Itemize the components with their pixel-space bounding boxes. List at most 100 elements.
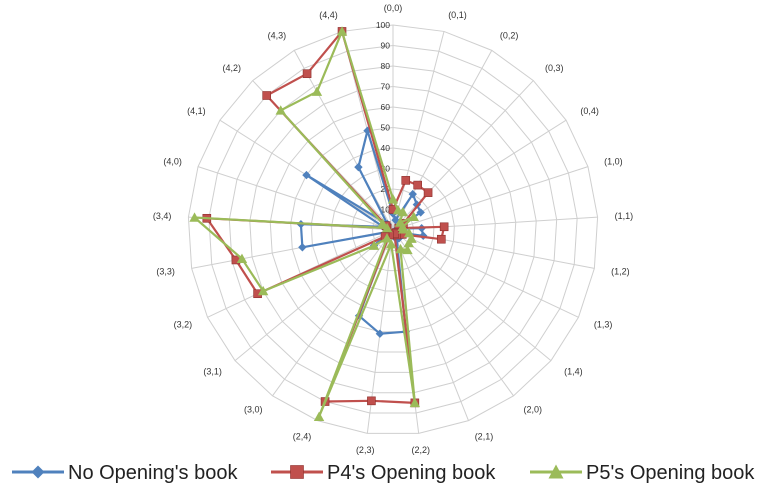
grid-spoke bbox=[197, 166, 394, 231]
category-label: (1,4) bbox=[564, 367, 583, 377]
category-label: (0,0) bbox=[384, 3, 403, 13]
series-layer bbox=[189, 26, 449, 421]
category-label: (3,4) bbox=[153, 211, 172, 221]
series-marker bbox=[408, 189, 417, 199]
grid-spoke bbox=[392, 229, 514, 397]
grid-ring bbox=[310, 147, 476, 312]
legend-item: P4's Opening book bbox=[271, 462, 496, 484]
category-label: (4,2) bbox=[222, 63, 241, 73]
category-label: (1,2) bbox=[611, 267, 630, 277]
grid-ring bbox=[249, 85, 537, 373]
radial-tick-labels: 0102030405060708090100 bbox=[376, 20, 390, 235]
series-marker bbox=[367, 396, 376, 406]
grid-ring bbox=[187, 24, 599, 434]
grid-spoke bbox=[293, 50, 394, 231]
category-label: (3,3) bbox=[156, 267, 175, 277]
category-label: (3,2) bbox=[174, 320, 193, 330]
series-marker bbox=[423, 188, 433, 197]
category-label: (0,3) bbox=[545, 63, 564, 73]
radial-tick-label: 10 bbox=[381, 205, 391, 215]
series-marker bbox=[398, 224, 409, 234]
series-marker bbox=[354, 162, 363, 172]
series-marker bbox=[401, 176, 411, 185]
series-marker bbox=[386, 239, 397, 249]
series-2 bbox=[189, 26, 421, 421]
series-marker bbox=[377, 218, 388, 228]
legend-label: No Opening's book bbox=[68, 462, 238, 484]
series-marker bbox=[437, 234, 446, 244]
series-marker bbox=[397, 206, 409, 217]
category-label: (1,1) bbox=[615, 211, 634, 221]
series-marker bbox=[391, 215, 400, 225]
category-label: (2,4) bbox=[293, 431, 312, 441]
grid-spoke bbox=[392, 229, 552, 362]
radial-tick-label: 80 bbox=[381, 61, 391, 71]
series-marker bbox=[311, 86, 323, 96]
series-marker bbox=[375, 329, 385, 338]
radial-tick-label: 70 bbox=[381, 82, 391, 92]
series-marker bbox=[381, 233, 393, 243]
category-label: (0,4) bbox=[580, 106, 599, 116]
grid-spoke bbox=[234, 229, 394, 362]
category-label: (4,3) bbox=[268, 31, 287, 41]
series-marker bbox=[262, 91, 272, 100]
category-label: (1,0) bbox=[604, 156, 623, 166]
radial-tick-label: 90 bbox=[381, 41, 391, 51]
category-label: (2,2) bbox=[412, 445, 431, 455]
series-marker bbox=[275, 105, 286, 115]
category-label: (4,4) bbox=[319, 10, 338, 20]
series-marker bbox=[403, 237, 414, 248]
series-marker bbox=[413, 180, 422, 190]
series-marker bbox=[257, 285, 269, 296]
grid-spoke bbox=[392, 229, 469, 421]
series-marker bbox=[313, 411, 325, 421]
series-marker bbox=[408, 211, 419, 222]
legend-marker bbox=[31, 465, 45, 479]
category-label: (4,0) bbox=[163, 156, 182, 166]
category-label: (3,1) bbox=[203, 367, 222, 377]
radial-tick-label: 50 bbox=[381, 123, 391, 133]
series-line bbox=[299, 129, 425, 335]
grid-spoke bbox=[392, 31, 445, 231]
grid-ring bbox=[331, 167, 455, 292]
legend-marker bbox=[548, 464, 564, 479]
series-marker bbox=[336, 26, 348, 36]
legend-label: P5's Opening book bbox=[586, 462, 755, 484]
series-marker bbox=[298, 243, 307, 252]
category-label: (0,1) bbox=[448, 10, 467, 20]
grid-spoke bbox=[392, 166, 589, 231]
radial-tick-label: 30 bbox=[381, 164, 391, 174]
series-marker bbox=[363, 126, 372, 135]
grid-spoke bbox=[272, 229, 394, 397]
series-marker bbox=[302, 170, 311, 180]
series-marker bbox=[189, 212, 200, 222]
legend-label: P4's Opening book bbox=[327, 462, 496, 484]
series-marker bbox=[439, 222, 449, 232]
series-marker bbox=[409, 397, 421, 408]
series-marker bbox=[416, 208, 425, 217]
grid-ring bbox=[269, 106, 517, 353]
category-label: (2,1) bbox=[475, 431, 494, 441]
series-marker bbox=[302, 69, 312, 79]
radial-tick-label: 100 bbox=[376, 20, 390, 30]
radial-tick-label: 60 bbox=[381, 102, 391, 112]
series-marker bbox=[368, 240, 380, 250]
legend-item: No Opening's book bbox=[12, 462, 238, 484]
category-label: (4,1) bbox=[187, 106, 206, 116]
category-labels: (0,0) (0,1) (0,2) (0,3) (0,4) (1,0) (1,1) (1,2)… bbox=[153, 3, 633, 455]
series-marker bbox=[387, 194, 399, 204]
category-label: (2,0) bbox=[524, 405, 543, 415]
series-line bbox=[205, 30, 446, 404]
series-marker bbox=[395, 243, 406, 254]
grid-ring bbox=[228, 65, 558, 394]
radial-tick-label: 40 bbox=[381, 143, 391, 153]
legend-item: P5's Opening book bbox=[530, 462, 755, 484]
category-label: (2,3) bbox=[356, 445, 375, 455]
series-marker bbox=[236, 253, 248, 264]
category-label: (1,3) bbox=[594, 320, 613, 330]
legend-marker bbox=[290, 465, 304, 479]
category-label: (3,0) bbox=[244, 405, 263, 415]
grid-ring bbox=[208, 44, 578, 414]
